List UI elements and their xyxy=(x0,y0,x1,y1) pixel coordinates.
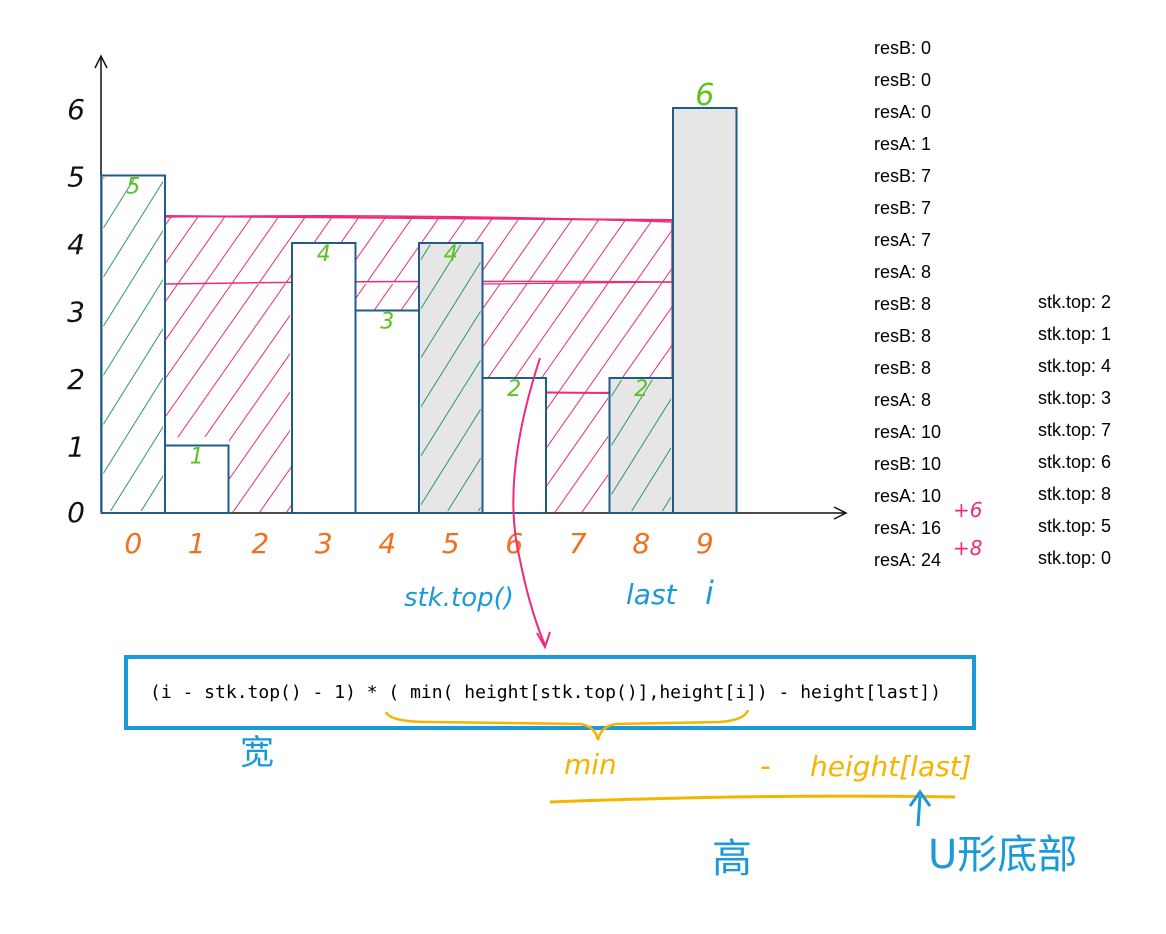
res-log-line: resB: 8 xyxy=(874,326,931,346)
x-tick-7: 7 xyxy=(569,527,587,560)
water-region-col2 xyxy=(229,436,291,512)
y-tick-0: 0 xyxy=(67,496,85,529)
res-log-line: resA: 8 xyxy=(874,262,931,282)
stk-top-log-line: stk.top: 2 xyxy=(1038,292,1111,312)
x-tick-1: 1 xyxy=(188,527,206,560)
y-tick-1: 1 xyxy=(67,431,85,464)
min-note: min xyxy=(564,748,617,781)
res-log-line: resA: 0 xyxy=(874,102,931,122)
bar-label-0: 5 xyxy=(126,175,140,200)
res-log-line: resA: 10 xyxy=(874,486,941,506)
bar-hatch-5 xyxy=(421,245,481,511)
res-log-line: resB: 8 xyxy=(874,294,931,314)
res-log-line: resB: 0 xyxy=(874,38,931,58)
bar-9 xyxy=(672,107,738,514)
increment-note-1: +6 xyxy=(953,498,982,522)
stk-top-log-line: stk.top: 3 xyxy=(1038,388,1111,408)
water-region-middle xyxy=(165,284,290,438)
res-log-line: resB: 8 xyxy=(874,358,931,378)
u-bottom-note: U形底部 xyxy=(928,832,1077,878)
x-tick-8: 8 xyxy=(632,527,650,560)
formula-box xyxy=(124,655,976,730)
y-tick-5: 5 xyxy=(67,161,85,194)
bar-label-5: 4 xyxy=(444,242,458,267)
res-log-line: resB: 7 xyxy=(874,198,931,218)
bar-label-9: 6 xyxy=(695,78,714,113)
bar-3 xyxy=(291,242,357,514)
x-tick-9: 9 xyxy=(696,527,714,560)
stk-top-log-line: stk.top: 6 xyxy=(1038,452,1111,472)
res-log-line: resA: 7 xyxy=(874,230,931,250)
res-log-line: resA: 8 xyxy=(874,390,931,410)
res-log-line: resA: 16 xyxy=(874,518,941,538)
height-underline xyxy=(549,794,956,804)
stk-top-log-line: stk.top: 5 xyxy=(1038,516,1111,536)
formula-text: (i - stk.top() - 1) * ( min( height[stk.… xyxy=(150,682,941,703)
bar-label-6: 2 xyxy=(507,377,521,402)
y-tick-3: 3 xyxy=(67,296,85,329)
bar-label-3: 4 xyxy=(317,242,331,267)
bar-1 xyxy=(164,444,230,514)
stk-top-log-line: stk.top: 4 xyxy=(1038,356,1111,376)
water-level-line-5 xyxy=(164,215,673,221)
y-tick-4: 4 xyxy=(67,228,85,261)
minus-note: - xyxy=(760,749,771,784)
stk-top-log-line: stk.top: 8 xyxy=(1038,484,1111,504)
y-tick-labels: 0 1 2 3 4 5 6 xyxy=(67,93,85,529)
res-log-line: resB: 7 xyxy=(874,166,931,186)
x-axis-arrow xyxy=(833,506,848,520)
x-tick-2: 2 xyxy=(251,527,269,560)
u-bottom-arrow xyxy=(916,795,922,827)
last-label: last xyxy=(626,578,678,611)
bars xyxy=(100,107,738,514)
increment-note-2: +8 xyxy=(953,536,982,560)
y-tick-6: 6 xyxy=(67,93,85,126)
bar-value-labels: 5 1 4 3 4 2 2 6 xyxy=(126,78,714,470)
stk-top-log-line: stk.top: 0 xyxy=(1038,548,1111,568)
res-log: resB: 0 resB: 0 resA: 0 resA: 1 resB: 7 resB:… xyxy=(874,38,941,570)
bar-label-8: 2 xyxy=(634,377,648,402)
height-note: 高 xyxy=(712,836,752,882)
res-log-line: resB: 10 xyxy=(874,454,941,474)
i-label: i xyxy=(705,574,714,612)
stk-top-log-line: stk.top: 1 xyxy=(1038,324,1111,344)
stk-top-label: stk.top() xyxy=(404,583,514,613)
x-tick-5: 5 xyxy=(442,527,460,560)
u-bottom-arrow-head xyxy=(908,789,932,807)
pointer-arrow-head xyxy=(536,631,551,650)
bar-hatch-8 xyxy=(611,380,671,511)
res-log-line: resA: 10 xyxy=(874,422,941,442)
res-log-line: resA: 24 xyxy=(874,550,941,570)
bar-label-4: 3 xyxy=(380,310,394,335)
bar-label-1: 1 xyxy=(190,445,204,470)
width-note: 宽 xyxy=(240,733,274,773)
x-tick-4: 4 xyxy=(378,527,396,560)
height-last-note: height[last] xyxy=(810,750,972,783)
bar-hatch-0 xyxy=(103,177,163,511)
res-log-line: resA: 1 xyxy=(874,134,931,154)
res-log-line: resB: 0 xyxy=(874,70,931,90)
bar-4 xyxy=(354,309,420,514)
stk-top-log-line: stk.top: 7 xyxy=(1038,420,1111,440)
min-brace xyxy=(384,709,750,741)
y-axis-arrow xyxy=(94,54,108,69)
pointer-arrow xyxy=(512,357,546,646)
stk-top-log: stk.top: 2 stk.top: 1 stk.top: 4 stk.top: 3… xyxy=(1038,292,1111,568)
x-tick-3: 3 xyxy=(315,527,333,560)
x-tick-0: 0 xyxy=(124,527,142,560)
water-region-col7 xyxy=(545,392,608,512)
y-tick-2: 2 xyxy=(67,363,85,396)
